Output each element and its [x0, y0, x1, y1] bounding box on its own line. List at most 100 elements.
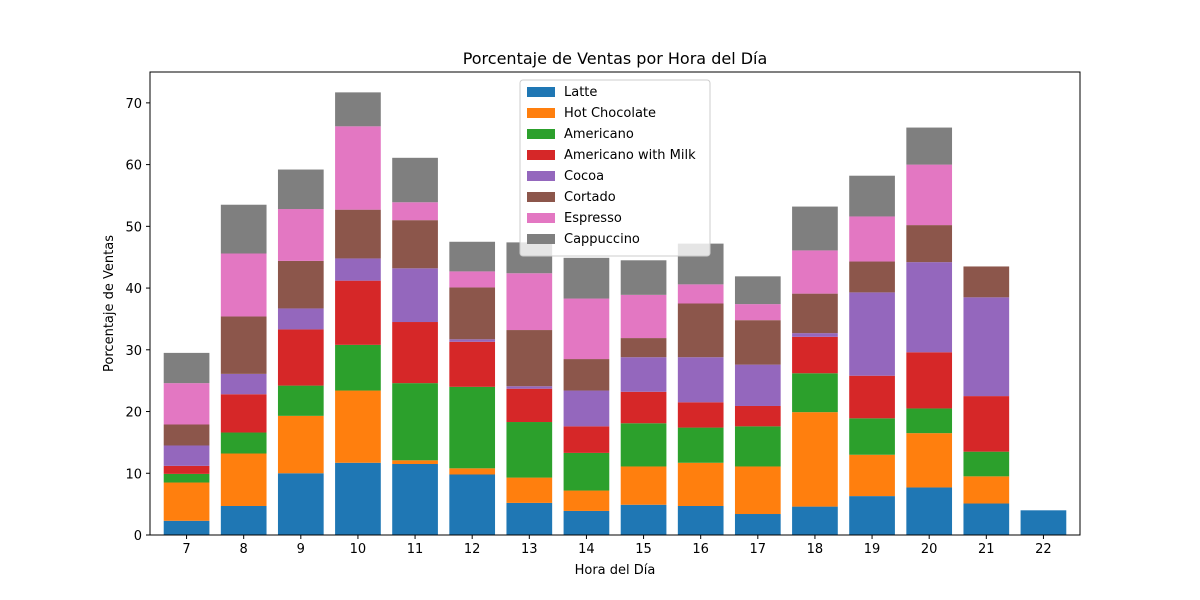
bar-latte-13: [506, 502, 553, 535]
bar-latte-12: [449, 474, 496, 535]
bar-americano-18: [792, 373, 838, 413]
x-tick-label: 17: [750, 542, 767, 557]
bar-hot-chocolate-17: [734, 466, 781, 515]
bar-americano-8: [220, 432, 267, 454]
bar-cappuccino-18: [792, 206, 838, 251]
bar-cocoa-13: [506, 386, 553, 389]
legend: Latte Hot Chocolate Americano Americano wit…: [519, 79, 711, 257]
bar-latte-21: [963, 503, 1010, 535]
y-axis-ticks: 0 10 20 30 40 50 60 70: [125, 97, 150, 544]
bar-hot-chocolate-10: [335, 390, 381, 463]
bar-americano-11: [392, 383, 438, 461]
bar-americano-19: [849, 418, 895, 455]
bar-hot-chocolate-14: [563, 490, 610, 511]
legend-label: Cocoa: [564, 169, 604, 184]
bar-americano-21: [963, 451, 1010, 477]
bar-cortado-18: [792, 293, 838, 334]
legend-label: Cortado: [564, 190, 616, 205]
bar-espresso-11: [392, 202, 438, 221]
bar-espresso-12: [449, 271, 496, 288]
bar-hot-chocolate-11: [392, 460, 438, 465]
bar-latte-7: [163, 520, 210, 535]
bar-espresso-19: [849, 216, 895, 262]
bar-americano-14: [563, 452, 610, 491]
bar-americano-20: [906, 408, 953, 434]
bar-cocoa-17: [734, 364, 781, 406]
bar-cocoa-16: [677, 357, 724, 403]
bar-americano-17: [734, 426, 781, 467]
y-tick-label: 50: [125, 220, 142, 235]
legend-label: Hot Chocolate: [564, 106, 656, 121]
bar-espresso-9: [277, 209, 324, 261]
y-axis-label: Porcentaje de Ventas: [102, 235, 117, 372]
x-tick-label: 13: [521, 542, 538, 557]
bar-hot-chocolate-21: [963, 476, 1010, 504]
bar-cortado-12: [449, 287, 496, 340]
bar-cappuccino-17: [734, 276, 781, 305]
bar-cocoa-15: [620, 357, 667, 392]
bar-americano-with-milk-8: [220, 394, 267, 433]
y-tick-label: 10: [125, 467, 142, 482]
x-tick-label: 22: [1035, 542, 1052, 557]
bar-cocoa-8: [220, 373, 267, 395]
bar-espresso-20: [906, 164, 953, 226]
bar-americano-with-milk-20: [906, 352, 953, 409]
bar-cappuccino-12: [449, 241, 496, 272]
legend-box: [519, 79, 711, 257]
bar-americano-7: [163, 473, 210, 483]
bar-cappuccino-19: [849, 175, 895, 217]
bar-cocoa-9: [277, 308, 324, 330]
chart-title: Porcentaje de Ventas por Hora del Día: [463, 49, 768, 68]
bar-cortado-19: [849, 261, 895, 293]
bar-espresso-17: [734, 304, 781, 321]
legend-label: Americano with Milk: [564, 148, 696, 163]
bar-cocoa-19: [849, 292, 895, 376]
bar-hot-chocolate-19: [849, 454, 895, 497]
bar-americano-with-milk-16: [677, 402, 724, 428]
x-tick-label: 10: [350, 542, 367, 557]
y-tick-label: 40: [125, 282, 142, 297]
x-tick-label: 11: [407, 542, 424, 557]
bar-hot-chocolate-15: [620, 466, 667, 505]
bar-hot-chocolate-13: [506, 477, 553, 503]
bar-espresso-13: [506, 273, 553, 331]
x-axis-label: Hora del Día: [575, 563, 656, 578]
bar-americano-with-milk-13: [506, 388, 553, 423]
bar-americano-with-milk-11: [392, 322, 438, 384]
bar-americano-with-milk-19: [849, 375, 895, 419]
bar-americano-with-milk-17: [734, 405, 781, 427]
legend-swatch: [527, 171, 555, 181]
x-tick-label: 8: [240, 542, 248, 557]
bar-latte-16: [677, 505, 724, 535]
legend-swatch: [527, 213, 555, 223]
bar-cortado-11: [392, 220, 438, 269]
x-tick-label: 21: [978, 542, 995, 557]
bar-americano-with-milk-18: [792, 336, 838, 374]
bar-hot-chocolate-9: [277, 415, 324, 474]
bar-latte-17: [734, 514, 781, 535]
x-tick-label: 20: [921, 542, 938, 557]
x-tick-label: 15: [635, 542, 652, 557]
x-tick-label: 14: [578, 542, 595, 557]
bar-cappuccino-11: [392, 157, 438, 203]
bar-americano-with-milk-7: [163, 465, 210, 474]
bar-cortado-16: [677, 303, 724, 358]
bar-cocoa-18: [792, 333, 838, 337]
bar-cocoa-12: [449, 339, 496, 342]
bar-cocoa-20: [906, 262, 953, 353]
bar-latte-9: [277, 473, 324, 535]
bar-espresso-10: [335, 126, 381, 210]
bars-layer: [163, 92, 1067, 535]
bar-hot-chocolate-16: [677, 462, 724, 506]
legend-swatch: [527, 150, 555, 160]
legend-label: Espresso: [564, 211, 622, 226]
bar-americano-with-milk-15: [620, 391, 667, 424]
bar-cappuccino-8: [220, 204, 267, 254]
legend-swatch: [527, 129, 555, 139]
bar-latte-22: [1020, 510, 1067, 535]
y-tick-label: 70: [125, 97, 142, 112]
bar-cortado-9: [277, 260, 324, 309]
bar-americano-16: [677, 427, 724, 463]
y-tick-label: 20: [125, 406, 142, 421]
